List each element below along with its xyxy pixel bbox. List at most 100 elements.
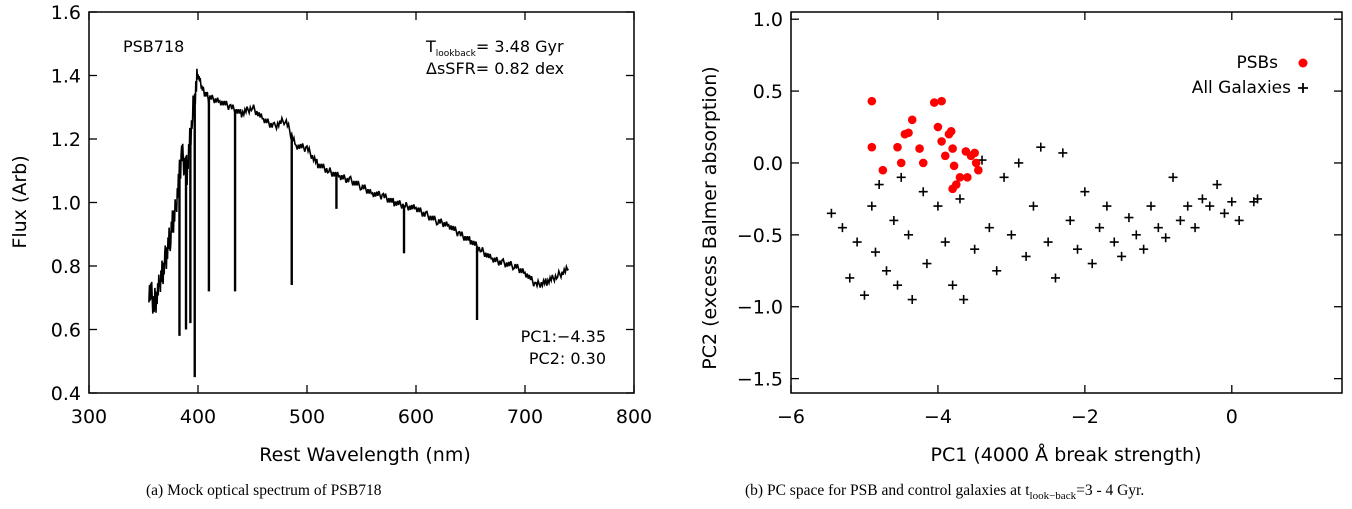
spectrum-y-tick-label: 1.6: [51, 2, 81, 24]
galaxy-point: [959, 295, 969, 305]
psb-point: [963, 173, 972, 182]
spectrum-x-tick-label: 500: [289, 406, 325, 428]
spectrum-x-axis-label: Rest Wavelength (nm): [259, 444, 471, 466]
galaxy-point: [1021, 251, 1031, 261]
galaxy-point: [1205, 201, 1215, 211]
spectrum-x-tick-label: 300: [71, 406, 107, 428]
caption-b-subscript: look−back: [1029, 490, 1077, 503]
galaxy-point: [1087, 259, 1097, 269]
pc-plot-frame: [790, 11, 1343, 394]
pc-y-tick-label: 0.0: [753, 153, 783, 175]
galaxy-point: [955, 194, 965, 204]
galaxy-point: [1095, 223, 1105, 233]
galaxy-point: [1109, 237, 1119, 247]
galaxy-point: [907, 295, 917, 305]
galaxy-point: [867, 201, 877, 211]
psb-point: [907, 115, 917, 125]
psb-point: [867, 96, 877, 106]
psb-point: [918, 158, 928, 168]
spectrum-absorption-lines: [178, 97, 479, 378]
spectrum-axis-ticks: 300 400 500 600 700 800 0.4 0.6 0.8 1.0 1.2 1.4 1.6: [51, 2, 652, 428]
galaxy-point: [1028, 201, 1038, 211]
pc-y-tick-label: −1.0: [737, 297, 783, 319]
spectrum-x-tick-label: 600: [398, 406, 434, 428]
galaxy-point: [922, 259, 932, 269]
galaxy-point: [1073, 244, 1083, 254]
spectrum-x-tick-label: 800: [616, 406, 652, 428]
galaxy-point: [837, 223, 847, 233]
galaxy-point: [1124, 213, 1134, 223]
psb-point: [904, 128, 913, 138]
pc-space-panel: −6 −4 −2 0 −1.5 −1.0 −0.5 0.0 0.5 1.0 PSBs All Ga…: [699, 9, 1343, 466]
psb-point: [893, 142, 902, 152]
spectrum-x-tick-label: 700: [507, 406, 543, 428]
psb-point: [955, 173, 965, 182]
galaxy-point: [1197, 194, 1207, 204]
psb-point: [878, 165, 888, 175]
spectrum-y-axis-label: Flux (Arb): [9, 155, 31, 248]
pc-x-tick-label: −2: [1071, 406, 1099, 428]
pc-y-tick-label: −0.5: [737, 225, 783, 247]
pc-x-axis-label: PC1 (4000 Å break strength): [931, 443, 1202, 466]
galaxy-point: [896, 172, 906, 182]
galaxy-point: [940, 237, 950, 247]
psb-point: [949, 161, 959, 171]
legend-psbs-label: PSBs: [1236, 53, 1278, 73]
galaxy-point: [1117, 251, 1127, 261]
spectrum-y-tick-label: 1.2: [51, 129, 81, 151]
galaxy-point: [948, 280, 958, 290]
pc-y-tick-label: 0.5: [753, 81, 783, 103]
galaxy-point: [1014, 158, 1024, 168]
legend-all-galaxies-marker: [1298, 83, 1308, 93]
caption-b: (b) PC space for PSB and control galaxie…: [745, 482, 1144, 502]
galaxy-point: [889, 215, 899, 225]
galaxy-point: [1168, 172, 1178, 182]
psb-point: [946, 127, 956, 136]
galaxy-point: [874, 180, 884, 190]
spectrum-panel: 300 400 500 600 700 8000.40.60.81.01.21.41.6 …: [9, 2, 652, 466]
legend-all-galaxies-label: All Galaxies: [1192, 78, 1291, 98]
spectrum-y-tick-label: 0.6: [51, 320, 81, 342]
galaxy-point: [984, 223, 994, 233]
galaxy-point: [1212, 180, 1222, 190]
psb-point: [915, 144, 924, 153]
galaxy-point: [826, 208, 836, 218]
figure-canvas: 300 400 500 600 700 8000.40.60.81.01.21.41.6 …: [9, 2, 1343, 466]
pc-y-axis-label: PC2 (excess Balmer absorption): [699, 66, 721, 369]
galaxy-point: [1058, 148, 1068, 158]
psb-point: [933, 122, 943, 132]
galaxy-point: [918, 187, 928, 197]
galaxy-point: [870, 247, 880, 257]
psb-point: [948, 184, 957, 194]
psb-point: [929, 98, 939, 107]
all-galaxies-markers: [826, 142, 1263, 305]
psb-point: [970, 148, 979, 158]
galaxy-point: [882, 266, 892, 276]
galaxy-point: [970, 244, 980, 254]
galaxy-point: [904, 230, 914, 240]
galaxy-point: [933, 201, 943, 211]
pc-x-tick-label: −4: [924, 406, 952, 428]
galaxy-point: [1080, 187, 1090, 197]
psb-point: [867, 142, 877, 152]
galaxy-point: [1050, 273, 1060, 283]
psb-point: [937, 137, 946, 146]
galaxy-point: [1043, 237, 1053, 247]
galaxy-point: [1175, 215, 1185, 225]
galaxy-point: [893, 280, 903, 290]
spectrum-y-tick-label: 0.4: [51, 383, 81, 405]
galaxy-point: [992, 266, 1002, 276]
galaxy-point: [1190, 223, 1200, 233]
pc-y-tick-label: −1.5: [737, 369, 783, 391]
caption-a: (a) Mock optical spectrum of PSB718: [146, 482, 382, 499]
pc1-value: PC1:−4.35: [521, 327, 606, 346]
psb-point: [971, 158, 981, 168]
pc2-value: PC2: 0.30: [529, 349, 606, 368]
galaxy-point: [1065, 215, 1075, 225]
psb-point: [937, 96, 946, 106]
psb-markers: [867, 96, 983, 194]
delta-ssfr: ΔsSFR= 0.82 dex: [426, 59, 564, 78]
galaxy-point: [1153, 223, 1163, 233]
galaxy-point: [1183, 201, 1193, 211]
galaxy-point: [1227, 197, 1237, 207]
